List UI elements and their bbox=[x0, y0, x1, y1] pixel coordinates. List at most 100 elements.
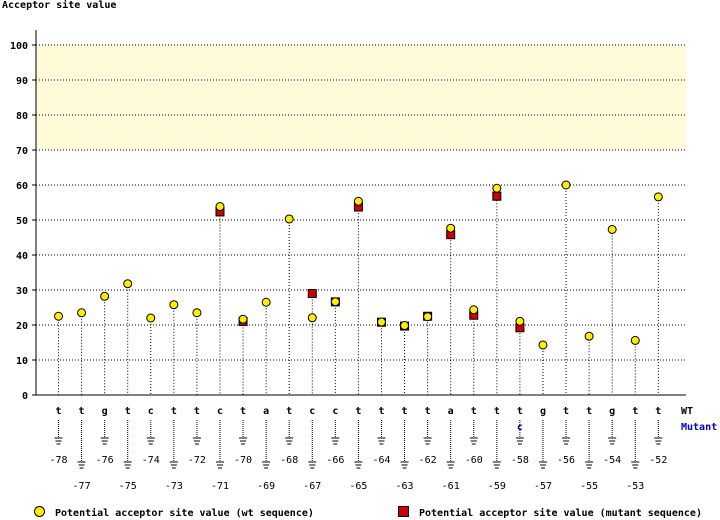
wt-base: t bbox=[55, 406, 61, 417]
position-label: -69 bbox=[257, 481, 275, 492]
wt-point bbox=[423, 312, 433, 322]
wt-base: t bbox=[286, 406, 292, 417]
wt-base: t bbox=[517, 406, 523, 417]
wt-point bbox=[446, 223, 456, 233]
legend-mutant: Potential acceptor site value (mutant se… bbox=[398, 506, 702, 519]
y-tick-label: 80 bbox=[16, 111, 28, 122]
wt-point bbox=[630, 335, 640, 345]
position-label: -67 bbox=[303, 481, 321, 492]
y-tick-label: 40 bbox=[16, 251, 28, 262]
position-label: -71 bbox=[211, 481, 229, 492]
legend-mutant-marker bbox=[398, 506, 409, 517]
wt-base: t bbox=[402, 406, 408, 417]
legend-mutant-label: Potential acceptor site value (mutant se… bbox=[419, 508, 702, 519]
wt-base: t bbox=[586, 406, 592, 417]
y-tick-label: 50 bbox=[16, 216, 28, 227]
wt-base: t bbox=[378, 406, 384, 417]
y-tick-label: 30 bbox=[16, 286, 28, 297]
position-label: -63 bbox=[396, 481, 414, 492]
position-label: -54 bbox=[603, 455, 621, 466]
legend-wt-label: Potential acceptor site value (wt sequen… bbox=[55, 508, 314, 519]
y-tick-label: 0 bbox=[22, 391, 28, 402]
wt-base: t bbox=[171, 406, 177, 417]
wt-point bbox=[330, 297, 340, 307]
wt-base: t bbox=[471, 406, 477, 417]
position-label: -76 bbox=[96, 455, 114, 466]
position-label: -56 bbox=[557, 455, 575, 466]
wt-point bbox=[77, 308, 87, 318]
mutant-row-label: Mutant bbox=[681, 422, 717, 433]
position-label: -73 bbox=[165, 481, 183, 492]
wt-point bbox=[538, 340, 548, 350]
y-tick-label: 60 bbox=[16, 181, 28, 192]
wt-point bbox=[123, 279, 133, 289]
position-label: -53 bbox=[626, 481, 644, 492]
position-label: -74 bbox=[142, 455, 160, 466]
wt-point bbox=[284, 214, 294, 224]
wt-point bbox=[54, 311, 63, 321]
wt-row-label: WT bbox=[681, 406, 693, 417]
position-label: -58 bbox=[511, 455, 529, 466]
wt-point bbox=[307, 313, 317, 323]
y-axis-title: Acceptor site value bbox=[2, 0, 117, 11]
wt-base: t bbox=[125, 406, 131, 417]
wt-point bbox=[469, 305, 479, 315]
wt-point bbox=[215, 202, 225, 211]
position-label: -55 bbox=[580, 481, 598, 492]
wt-base: g bbox=[609, 406, 615, 417]
wt-point bbox=[100, 291, 110, 301]
position-label: -70 bbox=[234, 455, 252, 466]
position-label: -62 bbox=[419, 455, 437, 466]
wt-base: c bbox=[217, 406, 223, 417]
wt-base: t bbox=[355, 406, 361, 417]
wt-point bbox=[238, 314, 248, 324]
wt-base: g bbox=[102, 406, 108, 417]
position-label: -68 bbox=[280, 455, 298, 466]
wt-base: c bbox=[309, 406, 315, 417]
y-tick-label: 70 bbox=[16, 146, 28, 157]
position-label: -75 bbox=[119, 481, 137, 492]
position-label: -61 bbox=[442, 481, 460, 492]
position-label: -78 bbox=[49, 455, 67, 466]
wt-base: t bbox=[79, 406, 85, 417]
wt-point bbox=[515, 316, 525, 326]
wt-point bbox=[146, 313, 156, 323]
legend-wt: Potential acceptor site value (wt sequen… bbox=[34, 506, 314, 519]
y-tick-label: 20 bbox=[16, 321, 28, 332]
wt-base: c bbox=[332, 406, 338, 417]
highlight-band bbox=[36, 45, 686, 150]
y-tick-label: 100 bbox=[10, 41, 28, 52]
position-label: -65 bbox=[349, 481, 367, 492]
y-tick-label: 90 bbox=[16, 76, 28, 87]
mutant-point bbox=[492, 191, 502, 201]
wt-point bbox=[261, 297, 271, 307]
y-tick-label: 10 bbox=[16, 356, 28, 367]
wt-base: c bbox=[148, 406, 154, 417]
wt-base: t bbox=[632, 406, 638, 417]
wt-base: t bbox=[194, 406, 200, 417]
wt-point bbox=[607, 224, 617, 234]
wt-base: t bbox=[425, 406, 431, 417]
wt-base: g bbox=[540, 406, 546, 417]
wt-base: a bbox=[263, 406, 269, 417]
wt-base: t bbox=[655, 406, 661, 417]
position-label: -57 bbox=[534, 481, 552, 492]
wt-point bbox=[376, 317, 386, 327]
position-label: -77 bbox=[73, 481, 91, 492]
position-label: -59 bbox=[488, 481, 506, 492]
wt-point bbox=[561, 180, 571, 190]
wt-point bbox=[192, 308, 202, 318]
position-label: -72 bbox=[188, 455, 206, 466]
mutant-point bbox=[307, 289, 317, 298]
position-label: -66 bbox=[326, 455, 344, 466]
mutant-base: c bbox=[517, 422, 523, 433]
legend-wt-marker bbox=[34, 506, 45, 517]
wt-base: t bbox=[494, 406, 500, 417]
wt-base: a bbox=[448, 406, 454, 417]
wt-point bbox=[584, 331, 594, 341]
wt-point bbox=[492, 183, 502, 193]
wt-point bbox=[653, 192, 663, 202]
wt-point bbox=[353, 196, 363, 206]
position-label: -52 bbox=[649, 455, 667, 466]
